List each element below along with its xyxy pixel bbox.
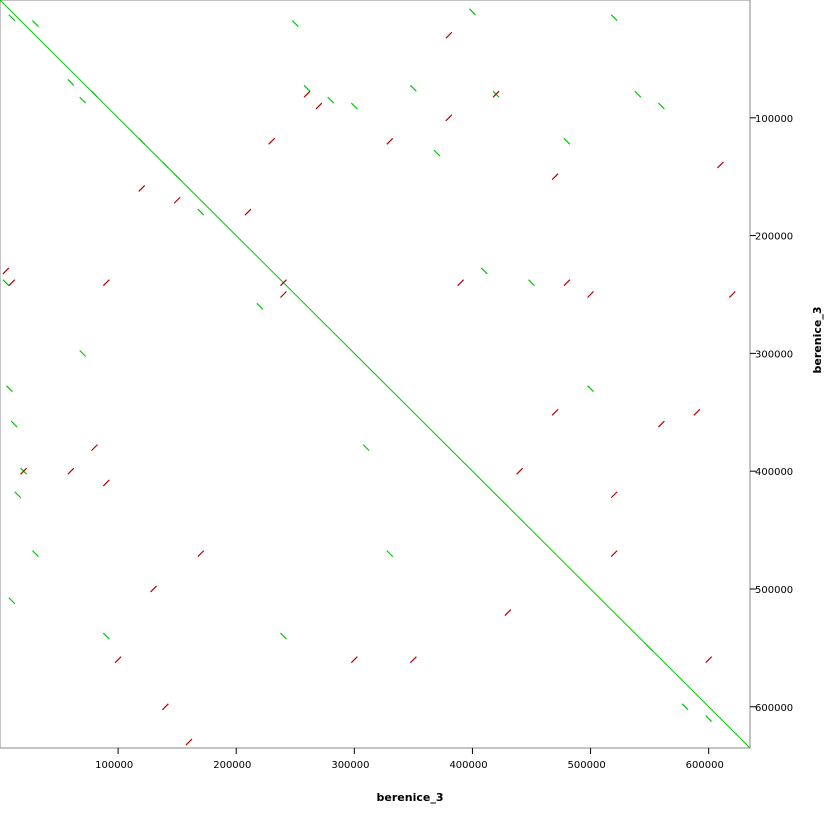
- y-tick-label: 400000: [755, 467, 793, 478]
- y-tick-label: 600000: [755, 703, 793, 714]
- x-tick-label: 500000: [568, 760, 606, 771]
- forward-match: [256, 302, 264, 310]
- forward-match: [409, 84, 417, 92]
- reverse-match: [67, 467, 75, 475]
- forward-match: [386, 550, 394, 558]
- reverse-match: [693, 408, 701, 416]
- reverse-match: [102, 279, 110, 287]
- reverse-match: [102, 479, 110, 487]
- reverse-match: [445, 31, 453, 39]
- reverse-match: [150, 585, 157, 593]
- forward-match: [173, 173, 181, 181]
- forward-match: [327, 96, 335, 104]
- forward-match: [2, 279, 10, 287]
- y-tick-label: 500000: [755, 585, 793, 596]
- reverse-match: [492, 90, 500, 98]
- forward-match: [32, 550, 39, 558]
- reverse-match: [563, 279, 571, 287]
- reverse-match: [197, 550, 205, 558]
- forward-match: [280, 632, 287, 640]
- reverse-match: [657, 420, 665, 428]
- forward-match: [362, 444, 370, 452]
- reverse-match: [587, 291, 594, 298]
- y-tick-label: 200000: [755, 232, 793, 243]
- forward-match: [138, 137, 146, 145]
- reverse-match: [551, 173, 559, 181]
- reverse-match: [244, 208, 252, 216]
- forward-match: [14, 491, 22, 499]
- self-match-line: [0, 0, 751, 749]
- reverse-match: [409, 656, 417, 664]
- forward-match: [79, 96, 87, 104]
- reverse-match: [610, 491, 618, 499]
- reverse-match: [516, 467, 524, 475]
- forward-match: [646, 644, 654, 652]
- reverse-match: [20, 467, 28, 475]
- reverse-match: [8, 279, 16, 287]
- forward-match: [32, 20, 39, 27]
- reverse-match: [551, 408, 559, 416]
- reverse-match: [2, 267, 10, 275]
- y-tick-label: 300000: [755, 349, 793, 360]
- reverse-match: [610, 550, 618, 558]
- forward-match: [480, 267, 488, 275]
- forward-match: [469, 8, 476, 16]
- reverse-match: [173, 196, 181, 204]
- forward-match: [528, 279, 535, 287]
- forward-match: [67, 79, 75, 86]
- forward-match: [161, 161, 169, 169]
- reverse-match: [728, 291, 736, 298]
- forward-match: [350, 102, 358, 110]
- forward-match: [10, 420, 18, 428]
- reverse-match: [91, 444, 98, 452]
- forward-match: [303, 84, 311, 92]
- forward-match: [291, 20, 299, 27]
- x-tick-label: 400000: [449, 760, 487, 771]
- forward-match: [587, 385, 594, 393]
- x-tick-label: 100000: [95, 760, 133, 771]
- reverse-match: [504, 609, 512, 616]
- reverse-match: [717, 161, 724, 169]
- forward-match: [610, 14, 618, 22]
- reverse-match: [457, 279, 465, 287]
- x-tick-label: 200000: [213, 760, 251, 771]
- x-tick-label: 300000: [331, 760, 369, 771]
- reverse-match: [386, 137, 394, 145]
- reverse-match: [303, 90, 311, 98]
- forward-match: [657, 102, 665, 110]
- forward-match: [634, 90, 642, 98]
- y-axis-title: berenice_3: [811, 307, 824, 374]
- reverse-match: [280, 291, 287, 298]
- reverse-match: [280, 279, 287, 287]
- forward-match: [705, 715, 713, 722]
- forward-match: [433, 149, 441, 157]
- reverse-match: [138, 185, 146, 192]
- reverse-match: [445, 114, 453, 122]
- forward-match: [6, 385, 13, 393]
- reverse-match: [161, 703, 169, 711]
- forward-match: [91, 90, 98, 98]
- forward-match: [197, 208, 205, 216]
- plot-frame: [0, 0, 751, 749]
- forward-match: [8, 597, 16, 605]
- reverse-match: [185, 738, 193, 746]
- y-tick-label: 100000: [755, 114, 793, 125]
- forward-match: [681, 703, 689, 711]
- reverse-match: [114, 656, 122, 664]
- reverse-match: [705, 656, 713, 664]
- reverse-match: [268, 137, 276, 145]
- reverse-match: [350, 656, 358, 664]
- forward-match: [8, 14, 16, 22]
- x-axis-title: berenice_3: [377, 791, 444, 804]
- forward-match: [102, 632, 110, 640]
- x-tick-label: 600000: [686, 760, 724, 771]
- forward-match: [563, 137, 571, 145]
- forward-match: [79, 349, 87, 357]
- reverse-match: [315, 102, 323, 110]
